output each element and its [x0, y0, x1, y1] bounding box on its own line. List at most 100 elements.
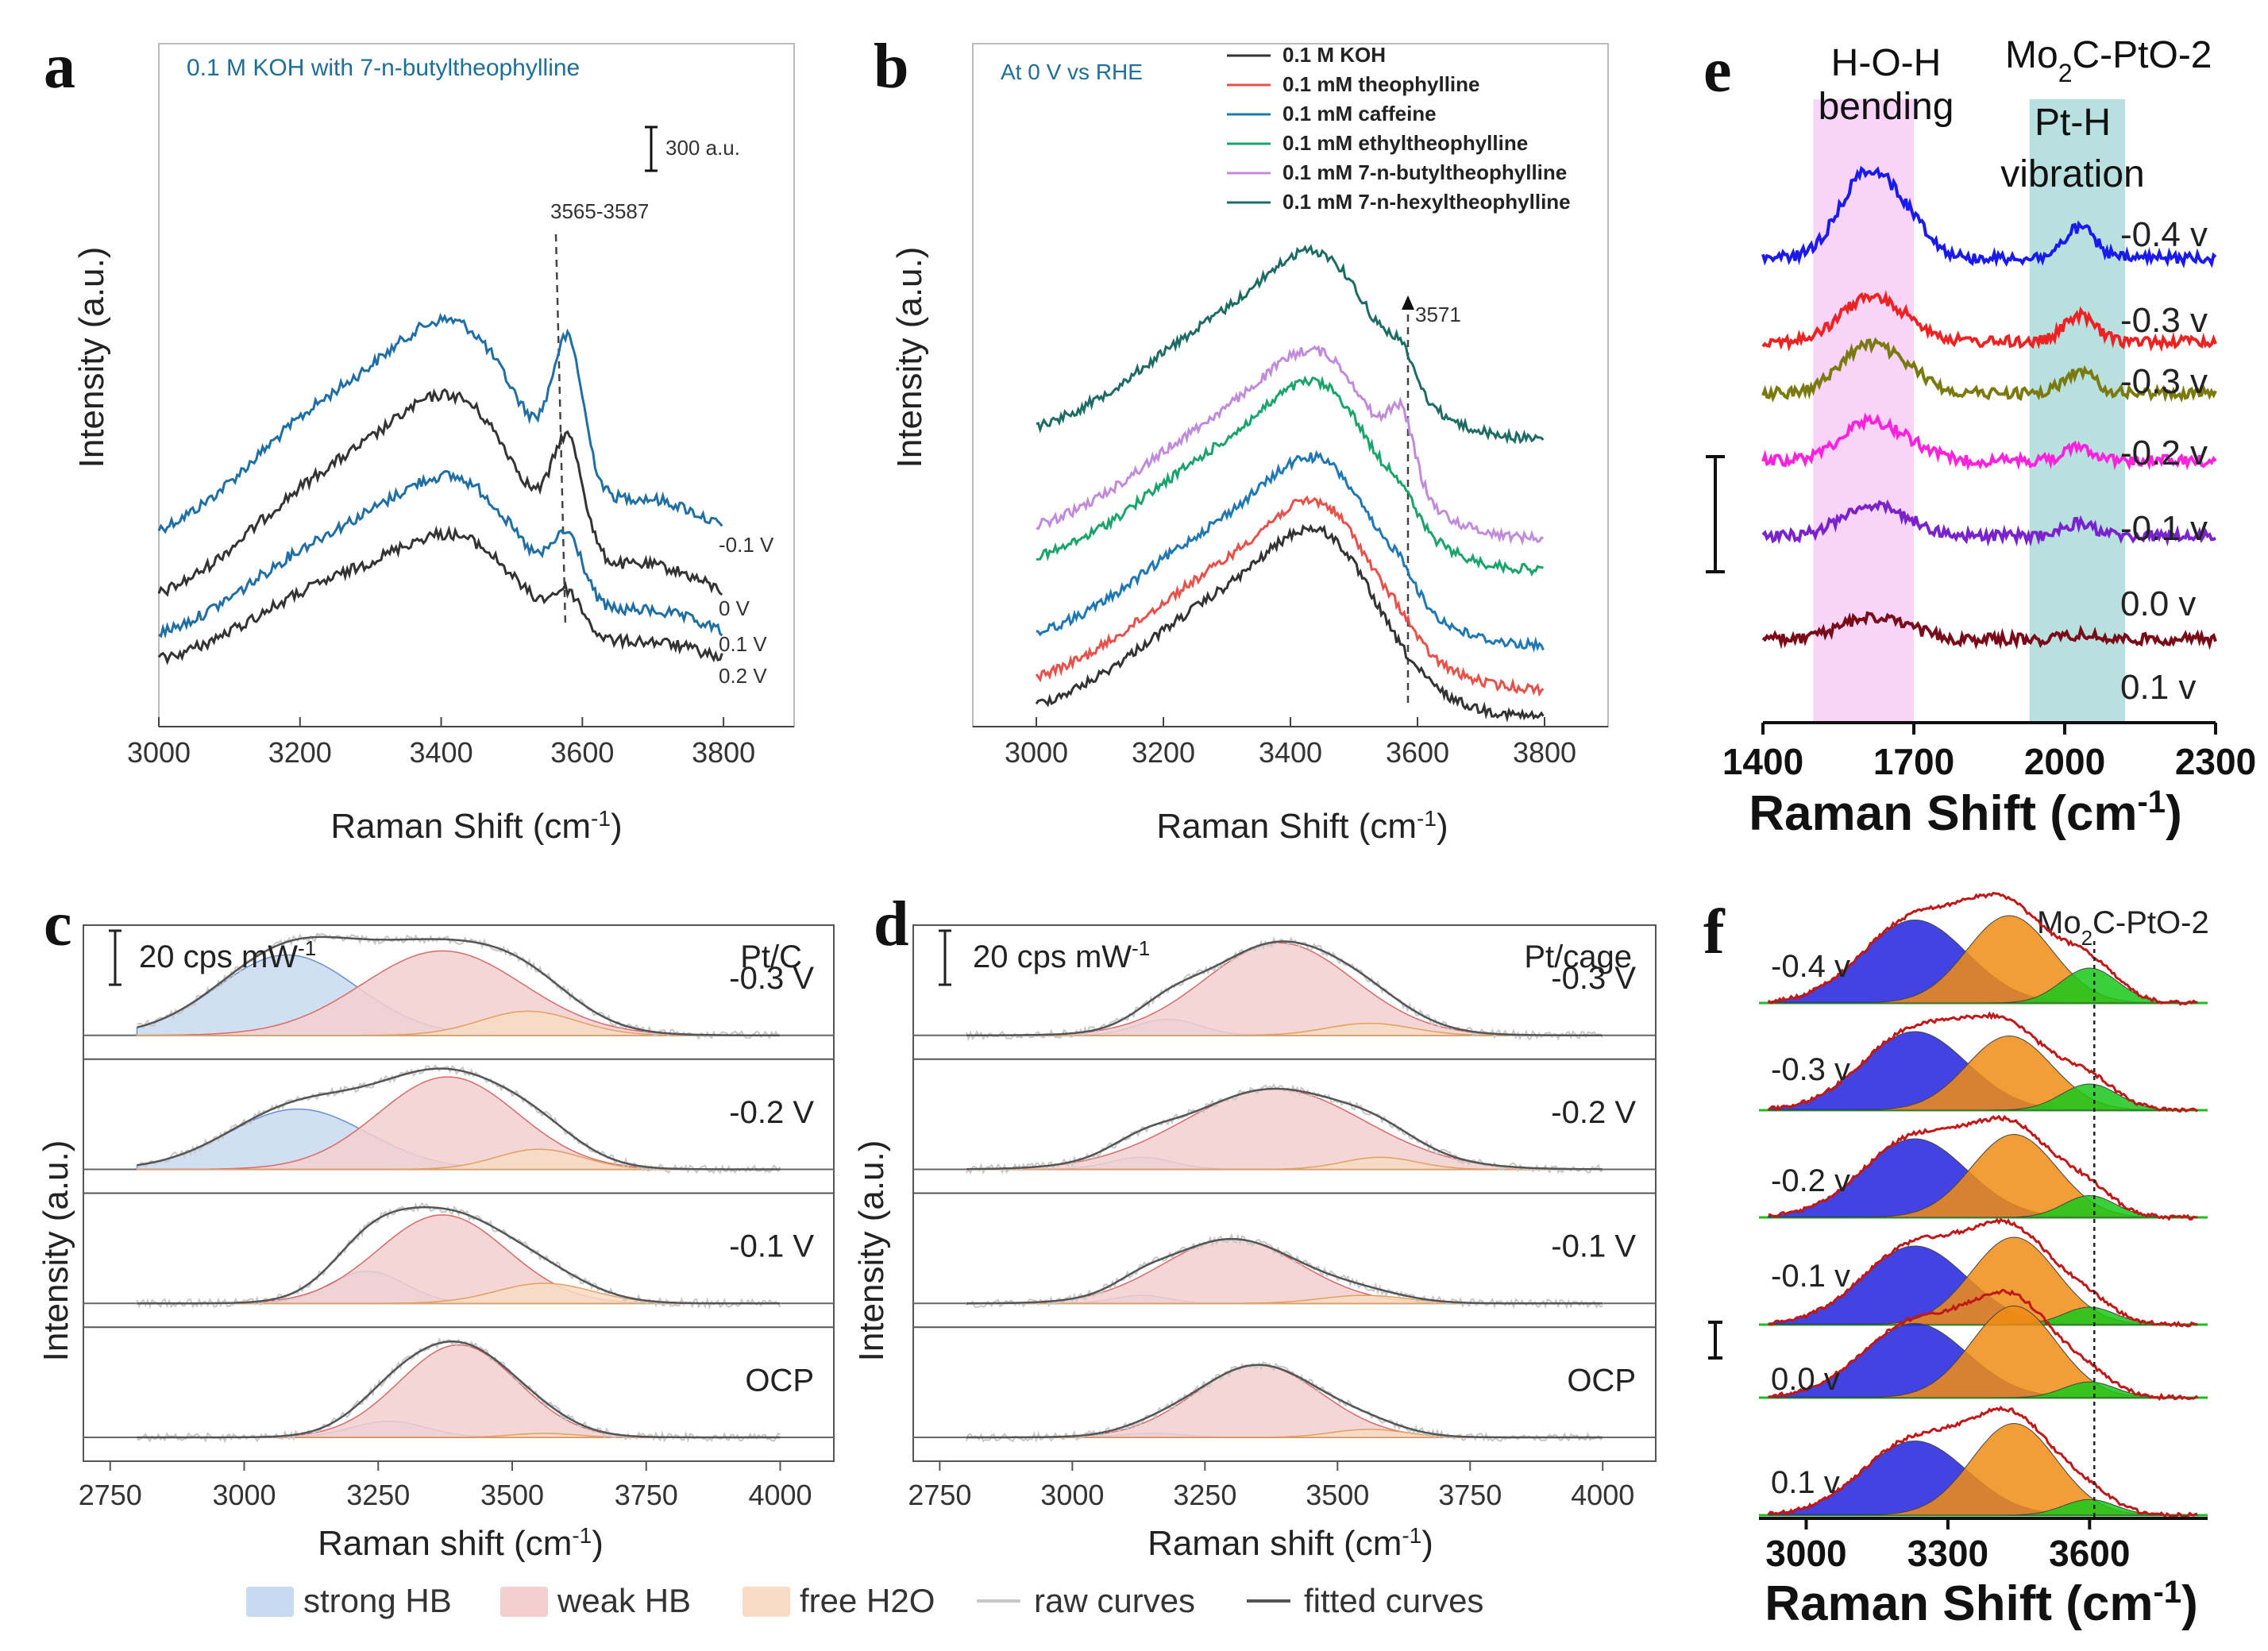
panel-f-label: f: [1703, 897, 1726, 967]
panel-f-component-green: [1768, 967, 2199, 1004]
panel-f-fitted-curve: [1767, 1011, 2198, 1113]
panel-c-fitted-curve: [137, 1205, 781, 1305]
panel-a-scale-label: 300 a.u.: [665, 136, 740, 160]
panel-d-fitted-curve: [966, 1087, 1603, 1171]
panel-c-series-label: OCP: [745, 1363, 814, 1398]
panel-b-series-line: [1036, 375, 1544, 577]
panel-e-xtick-label: 1400: [1722, 741, 1803, 782]
panel-c-scale-label: 20 cps mW-1: [139, 936, 316, 974]
panel-a-annotation: 3565-3587: [550, 199, 649, 223]
panel-e-series-label: -0.1 v: [2120, 509, 2208, 548]
panel-b-label: b: [874, 32, 909, 102]
panel-e-series-label: -0.3 v: [2120, 362, 2208, 401]
panel-c-xtick-label: 3000: [212, 1479, 276, 1511]
panel-b-series-line: [1035, 495, 1545, 697]
panel-b-series-line: [1035, 523, 1545, 723]
panel-a-title: 0.1 M KOH with 7-n-butyltheophylline: [187, 55, 580, 81]
panel-c-xtick-label: 3500: [480, 1479, 544, 1511]
panel-c-raw-curve: [137, 932, 781, 1040]
panel-f-series-label: -0.1 v: [1771, 1259, 1850, 1294]
panel-a-series-label: 0.2 V: [719, 664, 767, 688]
panel-c-raw-curve: [137, 1337, 781, 1444]
panel-e-xlabel: Raman Shift (cm-1): [1749, 785, 2181, 841]
panel-a-series-line: [158, 469, 723, 639]
panel-c-component-weak: [136, 1214, 781, 1304]
panel-a-xlabel: Raman Shift (cm-1): [330, 806, 622, 847]
panel-d-component-weak: [966, 1238, 1603, 1304]
panel-f: f Mo2C-PtO-2 -0.4 v -0.3 v -0.2 v -0.1 v 0.0…: [1703, 891, 2209, 1631]
panel-e-band: [2029, 99, 2125, 723]
band-pth-label-2: vibration: [2000, 153, 2144, 195]
panel-e-xtick-label: 2000: [2024, 741, 2105, 782]
legend-label: raw curves: [1034, 1582, 1195, 1619]
panel-a-series-label: 0.1 V: [719, 632, 767, 656]
panel-d-raw-curve: [966, 1232, 1603, 1310]
panel-c: c -0.3 V -0.2 V -0.1 V OCP 2750 3000 3250 3500 3…: [37, 889, 835, 1564]
panel-d-xlabel: Raman shift (cm-1): [1148, 1523, 1433, 1564]
panel-f-series-label: -0.2 v: [1771, 1163, 1850, 1198]
panel-a-series-label: 0 V: [719, 596, 750, 620]
panel-d-xtick-label: 3250: [1173, 1479, 1236, 1511]
panel-f-series-label: -0.4 v: [1771, 949, 1850, 984]
panel-a-xtick-label: 3000: [127, 736, 191, 769]
legend-swatch: [246, 1587, 294, 1617]
panel-f-series-label: 0.1 v: [1771, 1465, 1840, 1500]
panel-c-xtick-label: 3750: [615, 1479, 678, 1511]
panel-c-series-label: -0.1 V: [729, 1229, 814, 1264]
band-pth-label-1: Pt-H: [2035, 102, 2111, 144]
panel-d-component-weak: [966, 1364, 1603, 1438]
panel-e-xtick-label: 1700: [1873, 741, 1954, 782]
legend-swatch: [500, 1587, 548, 1617]
panel-c-fitted-curve: [137, 1067, 781, 1171]
panel-d-series-label: -0.1 V: [1551, 1229, 1636, 1264]
panel-f-component-green: [1768, 1194, 2199, 1218]
band-hoh-label-2: bending: [1819, 86, 1954, 128]
panel-c-xtick-label: 2750: [79, 1479, 142, 1511]
panel-d-xtick-label: 3000: [1040, 1479, 1104, 1511]
panel-e-extra-label: 0.1 v: [2120, 668, 2196, 707]
panel-b-title: At 0 V vs RHE: [1001, 60, 1143, 84]
panel-b-ylabel: Intensity (a.u.): [890, 247, 929, 469]
panel-f-fitted-curve: [1768, 1217, 2198, 1328]
legend-label: weak HB: [557, 1582, 691, 1619]
panel-c-component-weak: [137, 1344, 781, 1438]
panel-b-series-line: [1036, 244, 1545, 445]
panel-e-series-line: [1761, 337, 2217, 403]
panel-b-xlabel: Raman Shift (cm-1): [1156, 806, 1448, 847]
panel-e-series-line: [1761, 165, 2217, 268]
legend-label: free H2O: [800, 1582, 935, 1619]
panel-f-fitted-curve: [1768, 1114, 2198, 1221]
panel-f-xtick-label: 3300: [1907, 1533, 1988, 1574]
panel-c-xlabel: Raman shift (cm-1): [318, 1523, 604, 1564]
panel-f-xtick-label: 3600: [2049, 1533, 2130, 1574]
panel-d: d -0.3 V -0.2 V -0.1 V OCP 2750 3000 3250 3500 3…: [852, 889, 1657, 1564]
panel-d-xtick-label: 3500: [1306, 1479, 1369, 1511]
panel-b-legend-label: 0.1 mM 7-n-hexyltheophylline: [1282, 190, 1571, 214]
panel-e-label: e: [1703, 36, 1732, 106]
panel-d-series-label: OCP: [1567, 1363, 1636, 1398]
panel-d-fitted-curve: [966, 1364, 1603, 1439]
panel-e-series-line: [1761, 499, 2216, 547]
panel-b-arrow: [1402, 295, 1414, 310]
panel-b-legend-label: 0.1 mM ethyltheophylline: [1282, 131, 1528, 155]
panel-a: a 0.1 M KOH with 7-n-butyltheophylline 3…: [44, 32, 795, 847]
panel-d-xtick-label: 2750: [908, 1479, 971, 1511]
panel-a-series-label: -0.1 V: [719, 533, 774, 557]
panel-a-xtick-label: 3200: [268, 736, 332, 769]
panel-e-series-line: [1761, 290, 2217, 353]
panel-b-legend-label: 0.1 mM caffeine: [1282, 102, 1437, 125]
panel-b-xtick-label: 3600: [1386, 736, 1449, 769]
panel-e-series-label: -0.2 v: [2120, 434, 2208, 473]
panel-d-fitted-curve: [966, 1237, 1603, 1305]
panel-d-xtick-label: 3750: [1438, 1479, 1502, 1511]
panel-f-fitted-curve: [1767, 891, 2198, 1006]
panel-d-xtick-label: 4000: [1571, 1479, 1634, 1511]
panel-f-component-green: [1768, 1381, 2199, 1398]
panel-a-series-line: [157, 525, 723, 665]
legend-label: strong HB: [303, 1582, 452, 1619]
panel-c-label: c: [44, 889, 72, 959]
panel-a-xtick-label: 3400: [410, 736, 473, 769]
panel-f-xtick-label: 3000: [1765, 1533, 1846, 1574]
panel-a-series-line: [157, 312, 723, 534]
